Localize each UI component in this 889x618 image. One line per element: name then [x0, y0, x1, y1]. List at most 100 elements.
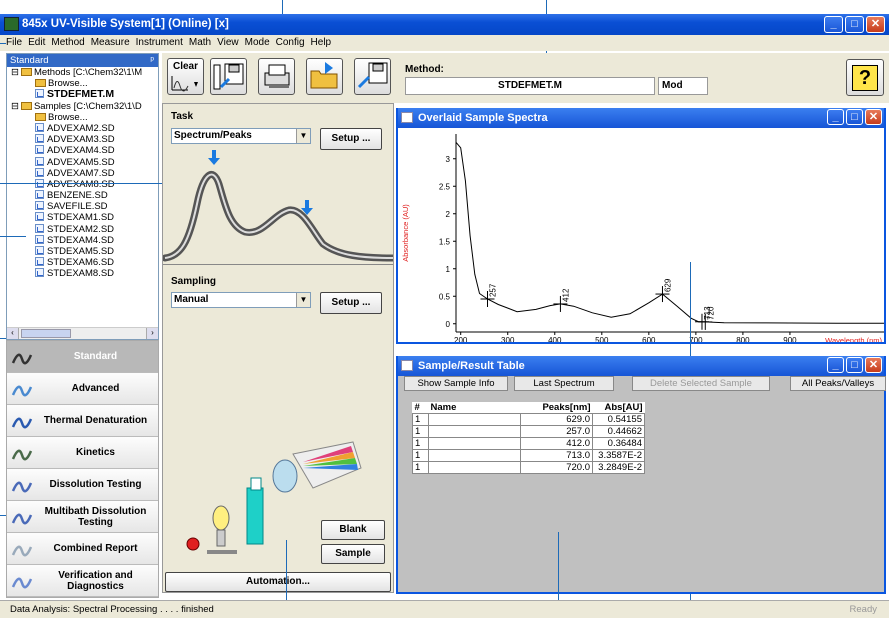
title-bar: 845x UV-Visible System[1] (Online) [x] _… [0, 14, 889, 35]
nav-multibath-dissolution-testing[interactable]: Multibath Dissolution Testing [7, 501, 158, 533]
pin-icon[interactable]: ᵖ [150, 55, 154, 66]
tree-item-sample[interactable]: STDEXAM5.SD [7, 246, 158, 257]
menu-item-file[interactable]: File [6, 37, 23, 48]
clear-chart-icon [171, 76, 198, 92]
tree-item-folder[interactable]: ⊟ Methods [C:\Chem32\1\M [7, 67, 158, 78]
table-row[interactable]: 1 713.0 3.3587E-2 [412, 449, 645, 462]
scroll-thumb[interactable] [21, 329, 71, 338]
spectrum-file-icon [35, 234, 44, 244]
tree-item-folder[interactable]: ⊟ Samples [C:\Chem32\1\D [7, 101, 158, 112]
tree-item-sample[interactable]: STDEXAM6.SD [7, 257, 158, 268]
table-cell [428, 425, 521, 438]
result-table[interactable]: # Name Peaks[nm] Abs[AU] 1 629.0 0.54155 1 257.0… [412, 402, 645, 474]
load-method-icon [213, 63, 244, 90]
advanced-icon [11, 379, 33, 399]
spectrum-file-icon [35, 190, 44, 200]
sample-button[interactable]: Sample [321, 544, 385, 564]
tree-item-sample[interactable]: ADVEXAM5.SD [7, 156, 158, 168]
task-setup-button[interactable]: Setup ... [320, 128, 382, 150]
tree-item-folder[interactable]: Browse... [7, 112, 158, 123]
menu-item-view[interactable]: View [217, 37, 239, 48]
tree-item-sample[interactable]: STDEXAM8.SD [7, 268, 158, 279]
tree-item-sample[interactable]: ADVEXAM2.SD [7, 122, 158, 134]
menu-item-help[interactable]: Help [310, 37, 332, 48]
maximize-button[interactable]: □ [846, 357, 863, 373]
task-select[interactable]: Spectrum/Peaks ▼ [171, 128, 311, 144]
nav-combined-report[interactable]: Combined Report [7, 533, 158, 565]
nav-standard[interactable]: Standard [7, 341, 158, 373]
menu-item-instrument[interactable]: Instrument [135, 37, 183, 48]
nav-advanced[interactable]: Advanced [7, 373, 158, 405]
expander-icon[interactable]: ⊟ [11, 100, 19, 112]
tree-item-sample[interactable]: STDEXAM1.SD [7, 212, 158, 223]
menu-item-config[interactable]: Config [275, 37, 305, 48]
chart-window-icon [401, 112, 413, 123]
close-button[interactable]: ✕ [865, 109, 882, 125]
tree-item-label: SAVEFILE.SD [47, 201, 108, 213]
horizontal-scrollbar[interactable]: ‹ › [7, 327, 158, 339]
all-peaks-valleys-button[interactable]: All Peaks/Valleys [790, 376, 886, 391]
chevron-down-icon: ▼ [296, 293, 310, 307]
nav-thermal-denaturation[interactable]: Thermal Denaturation [7, 405, 158, 437]
tree-item-method[interactable]: STDEFMET.M [7, 89, 158, 100]
callout-line [0, 183, 188, 184]
tree-item-sample[interactable]: ADVEXAM3.SD [7, 134, 158, 145]
minimize-button[interactable]: _ [827, 357, 844, 373]
nav-dissolution-testing[interactable]: Dissolution Testing [7, 469, 158, 501]
nav-kinetics[interactable]: Kinetics [7, 437, 158, 469]
load-method-button[interactable] [210, 58, 247, 95]
minimize-button[interactable]: _ [827, 109, 844, 125]
open-folder-icon [310, 62, 338, 89]
clear-button[interactable]: Clear [167, 58, 204, 95]
tree-item-sample[interactable]: ADVEXAM8.SD [7, 178, 158, 190]
automation-button[interactable]: Automation... [165, 572, 391, 592]
save-sample-button[interactable] [354, 58, 391, 95]
tree-item-sample[interactable]: ADVEXAM7.SD [7, 167, 158, 179]
print-button[interactable] [258, 58, 295, 95]
table-row[interactable]: 1 412.0 0.36484 [412, 437, 645, 450]
menu-item-mode[interactable]: Mode [244, 37, 270, 48]
table-cell: 257.0 [520, 425, 593, 438]
tree-item-label: STDEXAM1.SD [47, 212, 115, 224]
spectrum-chart[interactable]: 0 0.5 1 1.5 2 2.5 3 200 300 400 500 600 700 800 900 Wav… [398, 128, 884, 345]
table-row[interactable]: 1 629.0 0.54155 [412, 413, 645, 426]
tree-item-sample[interactable]: STDEXAM2.SD [7, 223, 158, 235]
table-cell: 0.36484 [592, 437, 645, 450]
nav-verification-diagnostics[interactable]: Verification and Diagnostics [7, 565, 158, 597]
menu-item-math[interactable]: Math [188, 37, 212, 48]
table-row[interactable]: 1 720.0 3.2849E-2 [412, 461, 645, 474]
tree-item-label: STDEXAM5.SD [47, 246, 115, 257]
menu-item-method[interactable]: Method [51, 37, 85, 48]
spectrum-file-icon [35, 257, 44, 267]
blank-button[interactable]: Blank [321, 520, 385, 540]
expander-icon[interactable]: ⊟ [11, 67, 19, 78]
scroll-right-icon[interactable]: › [146, 328, 158, 339]
scroll-left-icon[interactable]: ‹ [7, 328, 19, 339]
tree-item-sample[interactable]: STDEXAM4.SD [7, 234, 158, 246]
last-spectrum-button[interactable]: Last Spectrum [514, 376, 614, 391]
spectrum-file-icon [35, 223, 44, 233]
maximize-button[interactable]: □ [845, 16, 864, 33]
tree-item-sample[interactable]: ADVEXAM4.SD [7, 145, 158, 156]
close-button[interactable]: ✕ [865, 357, 882, 373]
tree-item-label: ADVEXAM7.SD [47, 167, 115, 179]
method-field[interactable]: STDEFMET.M [405, 77, 655, 95]
minimize-button[interactable]: _ [824, 16, 843, 33]
delete-selected-sample-button[interactable]: Delete Selected Sample [632, 376, 770, 391]
dissolution-icon [11, 475, 33, 495]
help-button[interactable]: ? [846, 59, 884, 96]
maximize-button[interactable]: □ [846, 109, 863, 125]
show-sample-info-button[interactable]: Show Sample Info [404, 376, 508, 391]
tree-item-sample[interactable]: BENZENE.SD [7, 190, 158, 201]
tree-item-folder[interactable]: Browse... [7, 78, 158, 89]
menu-item-edit[interactable]: Edit [28, 37, 46, 48]
tree-item-sample[interactable]: SAVEFILE.SD [7, 201, 158, 212]
mod-indicator: Mod [658, 77, 708, 95]
load-sample-button[interactable] [306, 58, 343, 95]
close-button[interactable]: ✕ [866, 16, 885, 33]
sampling-select[interactable]: Manual ▼ [171, 292, 311, 308]
sampling-setup-button[interactable]: Setup ... [320, 292, 382, 314]
menu-item-measure[interactable]: Measure [90, 37, 130, 48]
tree-header: Standard ᵖ [7, 54, 158, 67]
table-row[interactable]: 1 257.0 0.44662 [412, 425, 645, 438]
